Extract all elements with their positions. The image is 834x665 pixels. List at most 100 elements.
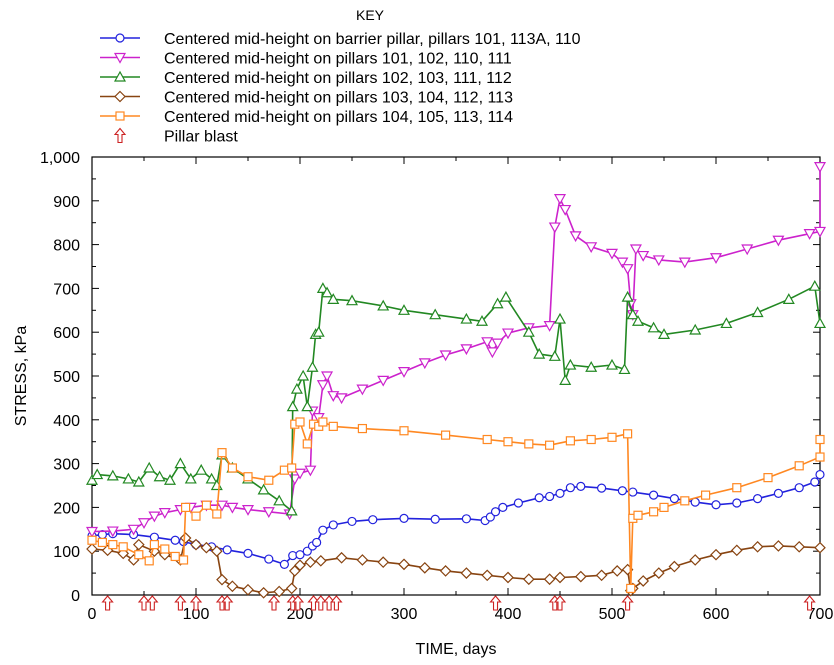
legend-title: KEY <box>356 7 385 23</box>
data-point <box>544 440 555 450</box>
data-point <box>502 571 514 584</box>
data-point <box>294 559 306 572</box>
data-point <box>813 317 827 329</box>
data-point <box>287 463 297 473</box>
legend-label: Centered mid-height on pillars 103, 104,… <box>164 90 513 107</box>
data-point <box>617 486 628 496</box>
data-point <box>108 540 118 550</box>
pillar-blast-marker <box>803 595 816 611</box>
data-point <box>217 448 227 458</box>
data-point <box>481 337 494 349</box>
data-point <box>732 498 742 508</box>
data-point <box>711 500 721 510</box>
data-point <box>356 384 369 396</box>
data-point <box>543 321 556 332</box>
pillar-blast-marker <box>322 595 336 611</box>
data-point <box>657 328 671 339</box>
y-tick-label: 200 <box>53 500 80 517</box>
data-point <box>689 323 702 335</box>
data-point <box>555 488 565 498</box>
data-point <box>544 491 555 502</box>
data-point <box>548 222 561 234</box>
data-point <box>288 565 301 577</box>
y-tick-label: 0 <box>71 588 80 605</box>
y-tick-label: 800 <box>53 238 80 255</box>
data-point <box>163 474 177 485</box>
data-point <box>813 162 827 173</box>
data-point <box>149 532 159 542</box>
data-point <box>522 573 535 586</box>
data-point <box>700 490 711 500</box>
blast-arrow-shape <box>291 595 305 611</box>
data-point <box>212 509 222 519</box>
data-point <box>794 483 804 493</box>
legend-marker <box>115 33 125 43</box>
data-point <box>793 540 806 553</box>
legend-label: Centered mid-height on pillars 102, 103,… <box>164 70 512 87</box>
y-axis: 0 100 200 300 400 500 600 700 800 900 1,000 <box>40 150 820 605</box>
data-point <box>106 526 119 538</box>
data-point <box>501 328 515 340</box>
pillar-blast-markers <box>101 595 816 611</box>
data-point <box>295 417 305 427</box>
data-point <box>629 244 642 256</box>
pillar-blast-marker <box>621 595 634 611</box>
data-point <box>285 582 298 595</box>
legend-label: Centered mid-height on pillars 104, 105,… <box>164 109 513 126</box>
blast-arrow-shape <box>330 595 343 611</box>
data-point <box>808 279 821 291</box>
data-point <box>356 554 369 566</box>
data-point <box>327 293 340 304</box>
pillar-blast-marker <box>267 595 281 611</box>
data-point <box>605 248 619 260</box>
data-point <box>659 502 669 512</box>
pillar-blast-marker <box>137 595 151 611</box>
series-layer <box>85 162 827 599</box>
data-point <box>605 358 619 370</box>
legend: KEY Centered mid-height on barrier pilla… <box>100 7 581 146</box>
data-point <box>815 469 825 480</box>
data-point <box>482 434 492 445</box>
y-axis-title: STRESS, kPa <box>13 326 30 427</box>
data-point <box>637 250 650 262</box>
data-point <box>585 242 598 254</box>
data-point <box>569 231 582 243</box>
data-point <box>803 229 816 240</box>
legend-marker <box>115 111 125 121</box>
data-point <box>586 434 596 445</box>
data-point <box>321 286 334 298</box>
data-point <box>669 494 680 504</box>
data-point <box>335 551 348 564</box>
data-point <box>201 500 211 510</box>
data-point <box>345 294 359 306</box>
data-point <box>335 393 348 405</box>
data-point <box>752 494 763 504</box>
x-tick-label: 0 <box>88 606 97 623</box>
data-point <box>499 290 512 302</box>
data-point <box>148 511 161 523</box>
y-tick-label: 700 <box>53 281 80 298</box>
data-point <box>553 194 567 205</box>
data-point <box>751 306 764 318</box>
data-point <box>306 361 319 372</box>
data-point <box>87 535 97 545</box>
data-point <box>179 532 192 544</box>
data-point <box>312 537 322 548</box>
plot-frame <box>91 156 821 596</box>
data-point <box>441 430 451 440</box>
data-point <box>293 468 307 480</box>
data-point <box>461 514 471 524</box>
legend-item: Centered mid-height on pillars 102, 103,… <box>100 70 512 87</box>
data-point <box>763 473 773 483</box>
data-point <box>273 585 286 598</box>
data-point <box>668 560 681 573</box>
pillar-blast-marker <box>553 595 567 611</box>
data-point <box>91 468 104 480</box>
data-point <box>814 541 826 554</box>
data-point <box>241 504 255 516</box>
data-point <box>460 344 473 356</box>
x-tick-label: 100 <box>183 606 210 623</box>
x-axis-title: TIME, days <box>416 641 497 658</box>
data-point <box>618 363 631 375</box>
data-point <box>264 554 274 564</box>
